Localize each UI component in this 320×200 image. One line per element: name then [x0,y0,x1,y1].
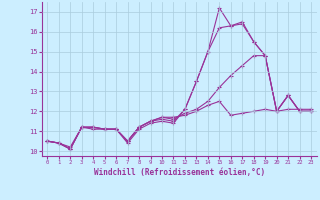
X-axis label: Windchill (Refroidissement éolien,°C): Windchill (Refroidissement éolien,°C) [94,168,265,177]
